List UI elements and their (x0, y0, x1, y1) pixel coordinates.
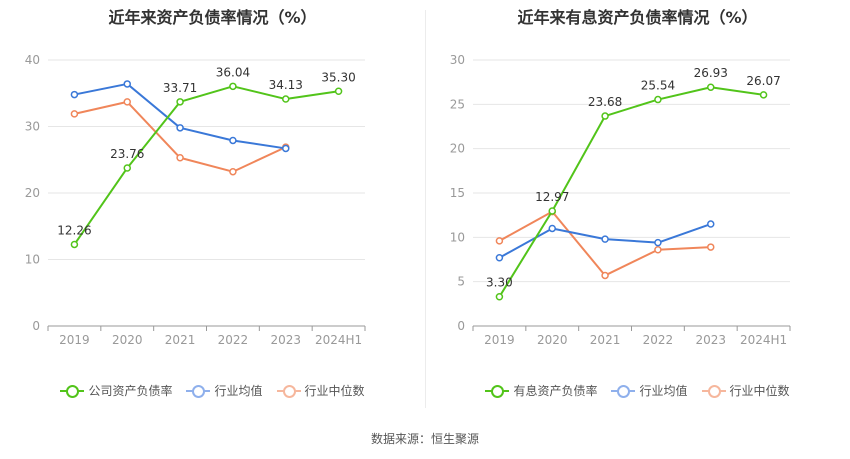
data-point (123, 98, 131, 106)
data-point (123, 80, 131, 88)
data-point (282, 95, 290, 103)
data-point (495, 253, 504, 262)
line-chart: 0 10 20 30 40 2019 2020 2021 2022 2023 2024H1 12.26… (25, 53, 366, 347)
data-point (229, 167, 237, 176)
y-tick-label: 10 (450, 230, 465, 244)
chart-title: 近年来有息资产负债率情况（%） (517, 8, 758, 27)
data-point (601, 271, 609, 280)
data-point (548, 224, 556, 233)
legend-item-interest-bearing[interactable]: 有息资产负债率 (485, 382, 597, 399)
y-tick-label: 0 (32, 319, 40, 333)
x-tick-label: 2020 (112, 333, 143, 347)
legend-swatch-orange (276, 384, 301, 398)
data-label: 34.13 (269, 78, 303, 92)
legend-swatch-blue (611, 384, 636, 398)
x-tick-label: 2022 (643, 333, 674, 347)
x-tick-label: 2021 (590, 333, 621, 347)
y-tick-label: 30 (25, 120, 40, 134)
data-point (654, 238, 662, 247)
y-tick-label: 20 (25, 186, 40, 200)
legend-label: 行业中位数 (304, 384, 365, 398)
panel-divider (425, 10, 426, 408)
x-tick-label: 2023 (695, 333, 726, 347)
data-point (123, 164, 131, 172)
legend-label: 行业中位数 (729, 384, 790, 398)
data-label: 35.30 (321, 70, 355, 84)
legend-swatch-blue (186, 384, 211, 398)
data-label: 3.30 (486, 276, 513, 290)
x-tick-label: 2022 (218, 333, 249, 347)
data-label: 12.26 (57, 223, 91, 237)
y-tick-label: 5 (457, 275, 465, 289)
legend-item-industry-average[interactable]: 行业均值 (611, 382, 688, 399)
data-label: 23.76 (110, 147, 144, 161)
data-point (707, 220, 715, 228)
legend-item-industry-average[interactable]: 行业均值 (186, 382, 263, 399)
x-tick-label: 2023 (270, 333, 301, 347)
data-point (70, 90, 79, 99)
data-label: 36.04 (216, 65, 250, 79)
data-label: 26.07 (746, 74, 780, 88)
y-tick-label: 20 (450, 142, 465, 156)
data-point (176, 98, 184, 106)
data-point (707, 243, 715, 251)
x-tick-label: 2024H1 (740, 333, 787, 347)
data-point (601, 112, 609, 120)
data-point (282, 144, 290, 153)
data-point (707, 83, 715, 91)
line-chart: 0 5 10 15 20 25 30 2019 2020 2021 2022 2023 2024H1 3.… (450, 53, 791, 347)
chart-panel-interest-bearing-liability: 近年来有息资产负债率情况（%） 0 5 10 15 20 25 30 2019 2020 2021… (425, 0, 850, 410)
legend-swatch-orange (701, 384, 726, 398)
data-point (176, 124, 184, 132)
data-point (495, 292, 504, 301)
chart-title: 近年来资产负债率情况（%） (108, 8, 317, 27)
data-point (176, 154, 184, 162)
chart-panel-assets-liability: 近年来资产负债率情况（%） 0 10 20 30 40 2019 2020 2021 2022 2… (0, 0, 425, 410)
data-label: 25.54 (641, 79, 675, 93)
x-tick-label: 2020 (537, 333, 568, 347)
legend-label: 有息资产负债率 (513, 384, 598, 398)
y-tick-label: 0 (457, 319, 465, 333)
x-tick-label: 2021 (165, 333, 196, 347)
data-point (654, 95, 662, 104)
data-point (70, 110, 79, 118)
data-label: 26.93 (694, 66, 728, 80)
chart-legend: 公司资产负债率 行业均值 行业中位数 (0, 382, 425, 399)
legend-item-industry-median[interactable]: 行业中位数 (701, 382, 790, 399)
x-tick-label: 2019 (59, 333, 90, 347)
data-label: 23.68 (588, 95, 622, 109)
y-tick-label: 10 (25, 253, 40, 267)
y-tick-label: 30 (450, 53, 465, 67)
data-point (70, 240, 79, 249)
series-line (498, 86, 764, 298)
data-point (229, 136, 237, 145)
legend-item-industry-median[interactable]: 行业中位数 (276, 382, 365, 399)
x-tick-label: 2019 (484, 333, 515, 347)
data-point (495, 237, 504, 245)
data-point (229, 82, 237, 91)
data-label: 33.71 (163, 81, 197, 95)
series-line (73, 85, 339, 246)
data-point (759, 91, 768, 99)
legend-label: 行业均值 (214, 384, 263, 398)
y-tick-label: 25 (450, 97, 465, 111)
data-label: 12.97 (535, 190, 569, 204)
data-source-note: 数据来源：恒生聚源 (370, 432, 479, 446)
y-tick-label: 15 (450, 186, 465, 200)
data-point (548, 207, 556, 215)
legend-item-company[interactable]: 公司资产负债率 (60, 382, 172, 399)
data-point (601, 235, 609, 243)
legend-swatch-green (485, 384, 510, 398)
legend-label: 行业均值 (639, 384, 688, 398)
data-point (654, 245, 662, 254)
legend-swatch-green (60, 384, 85, 398)
chart-legend: 有息资产负债率 行业均值 行业中位数 (425, 382, 850, 399)
x-tick-label: 2024H1 (315, 333, 362, 347)
y-tick-label: 40 (25, 53, 40, 67)
data-point (334, 87, 343, 96)
legend-label: 公司资产负债率 (88, 384, 173, 398)
